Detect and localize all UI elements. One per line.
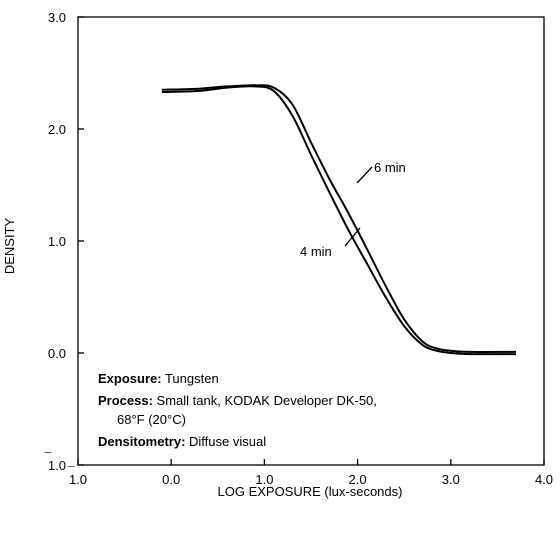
four-min-leader [344, 227, 361, 247]
note-label: Process: [98, 393, 153, 408]
x-tick-bar: ¯ [66, 464, 75, 479]
note-line: Process: Small tank, KODAK Developer DK-… [98, 393, 377, 408]
curves [161, 84, 517, 356]
note-line: 68°F (20°C) [117, 412, 186, 427]
y-tick-label: 2.0 [48, 122, 66, 137]
note-line: Exposure: Tungsten [98, 371, 219, 386]
six-min-leader [356, 166, 373, 184]
y-tick-label: 3.0 [48, 10, 66, 25]
x-tick-label: 0.0 [162, 472, 180, 487]
y-tick-label: 1.0 [48, 234, 66, 249]
six-min-label: 6 min [374, 160, 406, 175]
x-tick-label: 1.0 [69, 472, 87, 487]
conditions-note: Exposure: Tungsten Process: Small tank, K… [98, 371, 377, 449]
y-tick-label: 1.0 [48, 458, 66, 473]
note-label: Exposure: [98, 371, 162, 386]
x-tick-label: 4.0 [535, 472, 553, 487]
y-tick-label: 0.0 [48, 346, 66, 361]
four-min-label: 4 min [300, 244, 332, 259]
note-text: Tungsten [162, 371, 219, 386]
axis-ticks: 1.0¯0.0 1.0 2.0 3.0 4.03.02.01.00.01.0¯ [43, 10, 553, 487]
x-tick-label: 3.0 [442, 472, 460, 487]
series-line-6-min [161, 84, 517, 353]
x-tick-label: 2.0 [349, 472, 367, 487]
y-tick-bar: ¯ [43, 450, 52, 465]
series-line-4-min [161, 85, 517, 356]
x-tick-label: 1.0 [255, 472, 273, 487]
note-text: Diffuse visual [185, 434, 266, 449]
note-text: 68°F (20°C) [117, 412, 186, 427]
curve-labels: 6 min 4 min [300, 160, 406, 259]
x-axis-title: LOG EXPOSURE (lux-seconds) [218, 484, 403, 499]
note-text: Small tank, KODAK Developer DK-50, [153, 393, 377, 408]
y-axis-title: DENSITY [2, 218, 17, 275]
note-line: Densitometry: Diffuse visual [98, 434, 266, 449]
note-label: Densitometry: [98, 434, 185, 449]
